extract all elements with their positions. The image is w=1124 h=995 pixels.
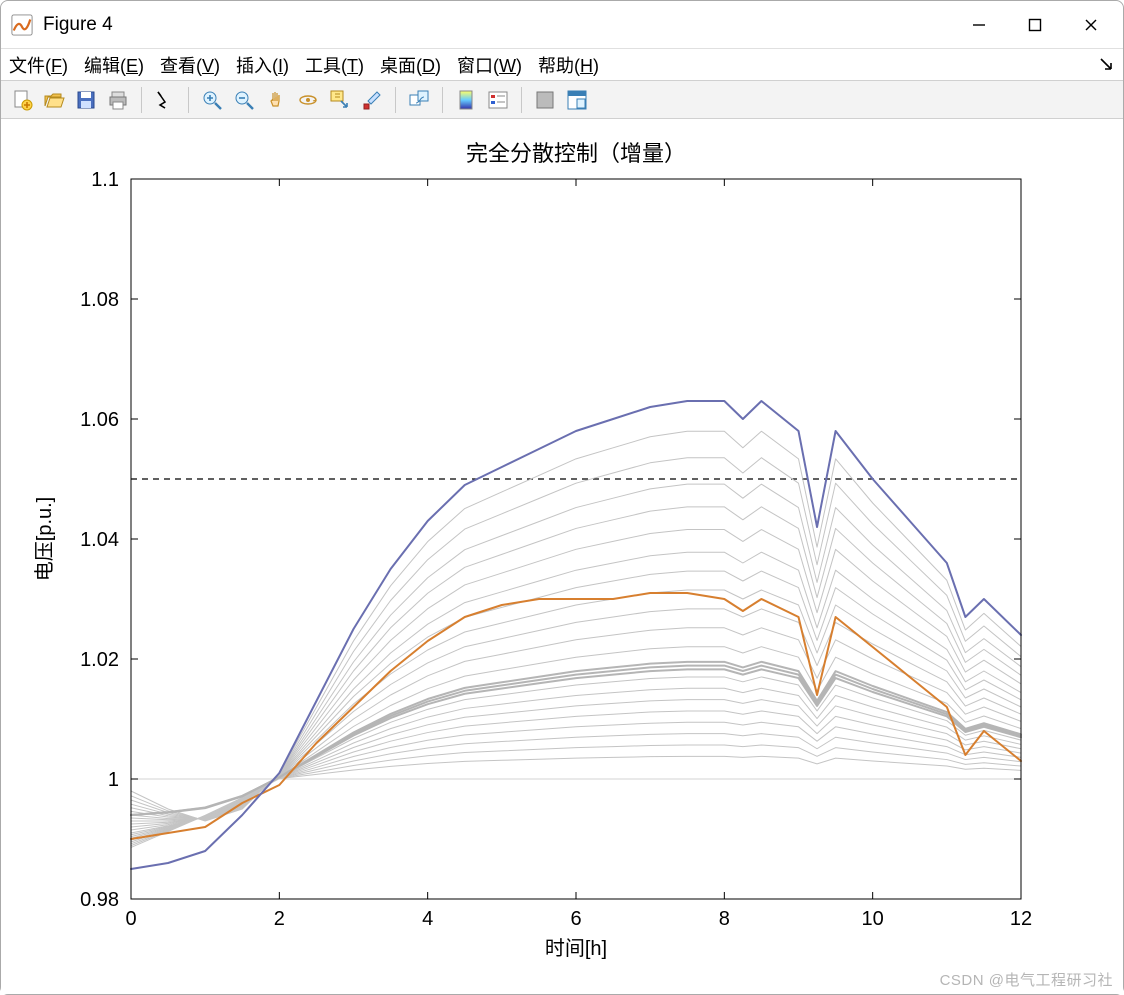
toolbar-separator (442, 87, 443, 113)
new-figure-icon[interactable] (7, 85, 37, 115)
data-cursor-icon[interactable] (325, 85, 355, 115)
svg-text:1.06: 1.06 (80, 409, 119, 431)
print-icon[interactable] (103, 85, 133, 115)
svg-text:2: 2 (274, 908, 285, 930)
svg-text:1.02: 1.02 (80, 649, 119, 671)
colorbar-icon[interactable] (451, 85, 481, 115)
menu-w[interactable]: 窗口(W) (457, 52, 522, 78)
menu-e[interactable]: 编辑(E) (84, 52, 144, 78)
zoom-in-icon[interactable] (197, 85, 227, 115)
svg-text:完全分散控制（增量）: 完全分散控制（增量） (466, 141, 686, 166)
legend-icon[interactable] (483, 85, 513, 115)
svg-text:时间[h]: 时间[h] (545, 937, 607, 960)
menu-i[interactable]: 插入(I) (236, 52, 289, 78)
toolbar-separator (141, 87, 142, 113)
close-button[interactable] (1063, 1, 1119, 49)
titlebar: Figure 4 (1, 1, 1123, 49)
toolbar (1, 81, 1123, 119)
svg-text:0.98: 0.98 (80, 889, 119, 911)
toolbar-separator (395, 87, 396, 113)
svg-text:1.1: 1.1 (91, 169, 119, 191)
menu-v[interactable]: 查看(V) (160, 52, 220, 78)
svg-text:电压[p.u.]: 电压[p.u.] (33, 497, 56, 581)
svg-text:10: 10 (862, 908, 884, 930)
link-plot-icon[interactable] (404, 85, 434, 115)
rotate3d-icon[interactable] (293, 85, 323, 115)
toolbar-separator (188, 87, 189, 113)
open-icon[interactable] (39, 85, 69, 115)
save-icon[interactable] (71, 85, 101, 115)
dock-icon[interactable] (562, 85, 592, 115)
app-icon (11, 14, 33, 36)
watermark: CSDN @电气工程研习社 (940, 969, 1113, 990)
edit-plot-icon[interactable] (150, 85, 180, 115)
hide-tools-icon[interactable] (530, 85, 560, 115)
zoom-out-icon[interactable] (229, 85, 259, 115)
window-title: Figure 4 (43, 14, 113, 36)
menu-d[interactable]: 桌面(D) (380, 52, 441, 78)
svg-text:1.08: 1.08 (80, 289, 119, 311)
voltage-chart: 0 2 4 6 8 10 12 0.98 1 1.02 1.04 1.06 1.08 1.1 完全分散控制（… (1, 119, 1123, 989)
chart-area: 0 2 4 6 8 10 12 0.98 1 1.02 1.04 1.06 1.08 1.1 完全分散控制（… (1, 119, 1123, 994)
svg-text:1.04: 1.04 (80, 529, 119, 551)
toolbar-separator (521, 87, 522, 113)
pan-icon[interactable] (261, 85, 291, 115)
svg-text:12: 12 (1010, 908, 1032, 930)
menubar-overflow-icon[interactable] (1099, 55, 1113, 76)
menu-h[interactable]: 帮助(H) (538, 52, 599, 78)
menu-f[interactable]: 文件(F) (9, 52, 68, 78)
brush-icon[interactable] (357, 85, 387, 115)
svg-text:6: 6 (570, 908, 581, 930)
minimize-button[interactable] (951, 1, 1007, 49)
maximize-button[interactable] (1007, 1, 1063, 49)
menu-t[interactable]: 工具(T) (305, 52, 364, 78)
svg-text:4: 4 (422, 908, 433, 930)
svg-text:0: 0 (125, 908, 136, 930)
menubar: 文件(F) 编辑(E) 查看(V) 插入(I) 工具(T) 桌面(D) 窗口(W) 帮助(H) (1, 49, 1123, 81)
svg-text:1: 1 (108, 769, 119, 791)
svg-text:8: 8 (719, 908, 730, 930)
